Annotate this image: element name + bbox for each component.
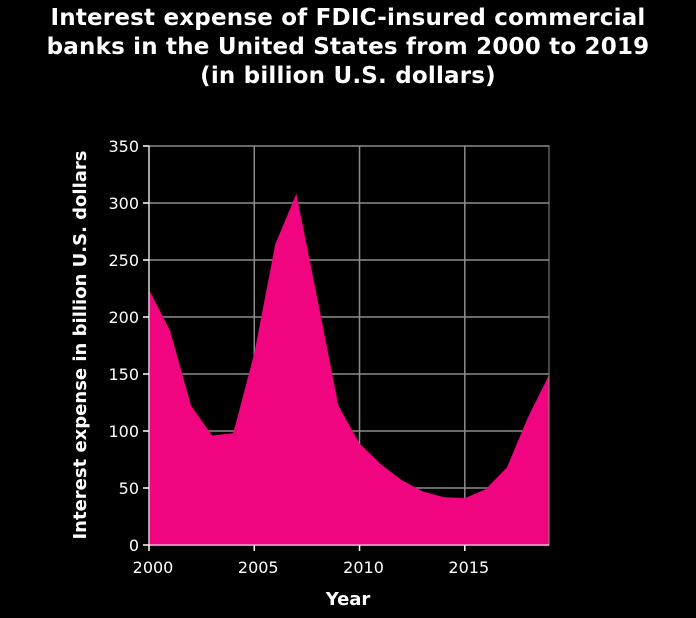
chart-title-line-3: (in billion U.S. dollars) — [200, 63, 496, 89]
y-tick-label: 300 — [108, 194, 139, 213]
x-tick-label: 2000 — [133, 558, 174, 577]
y-tick-label: 50 — [119, 479, 139, 498]
chart-title-line-1: Interest expense of FDIC-insured commerc… — [50, 5, 646, 31]
y-tick-label: 250 — [108, 251, 139, 270]
chart-title: Interest expense of FDIC-insured commerc… — [0, 4, 696, 91]
area-series — [149, 193, 549, 545]
y-tick-label: 350 — [108, 137, 139, 156]
x-axis: 2000 2005 2010 2015 — [133, 544, 549, 577]
y-tick-label: 200 — [108, 308, 139, 327]
x-axis-label: Year — [325, 589, 371, 610]
chart-title-line-2: banks in the United States from 2000 to … — [46, 34, 650, 60]
x-tick-label: 2015 — [448, 558, 489, 577]
y-tick-label: 150 — [108, 365, 139, 384]
x-tick-label: 2010 — [343, 558, 384, 577]
y-axis-label: Interest expense in billion U.S. dollars — [70, 150, 91, 539]
y-tick-label: 0 — [129, 536, 139, 555]
x-tick-label: 2005 — [238, 558, 279, 577]
y-tick-label: 100 — [108, 422, 139, 441]
y-axis: 0 50 100 150 200 250 300 350 — [108, 137, 150, 555]
